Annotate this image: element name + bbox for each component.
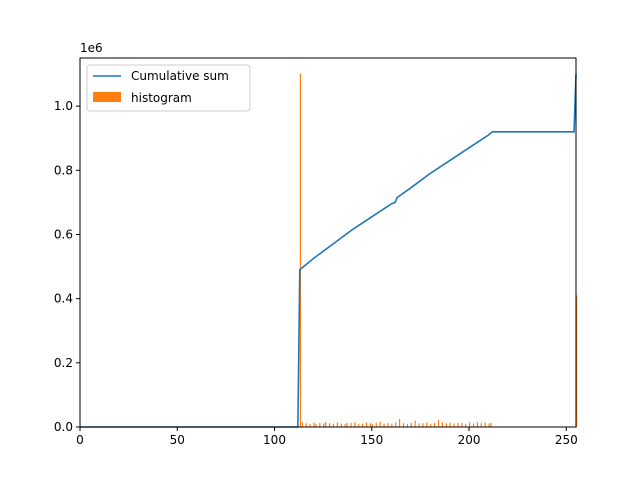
histogram-bar [476, 421, 478, 427]
x-tick-label: 150 [360, 433, 383, 447]
histogram-bar [441, 422, 443, 427]
histogram-bar [387, 423, 389, 427]
histogram-bar [430, 423, 432, 427]
y-tick-label: 0.8 [54, 163, 73, 177]
histogram-bar [371, 424, 373, 427]
histogram-bar [325, 421, 327, 427]
histogram-bar [379, 421, 381, 427]
histogram-bar [469, 422, 471, 427]
histogram-bar [319, 422, 321, 427]
x-tick-label: 50 [170, 433, 185, 447]
histogram-bar [395, 422, 397, 427]
histogram-bar [488, 423, 490, 427]
legend-box [86, 64, 251, 112]
histogram-bars [299, 74, 578, 427]
histogram-bar [434, 422, 436, 427]
x-tick-label: 0 [76, 433, 84, 447]
legend-bar-swatch [93, 92, 121, 102]
histogram-bar [313, 422, 315, 427]
histogram-bar [449, 422, 451, 427]
histogram-bar [365, 422, 368, 427]
histogram-bar [480, 423, 482, 427]
y-tick-label: 0.0 [54, 420, 73, 434]
histogram-bar [344, 424, 346, 427]
histogram-bar [414, 420, 416, 427]
histogram-bar [426, 422, 428, 427]
histogram-bar [453, 423, 455, 427]
histogram-bar [576, 295, 578, 427]
x-tick-label: 250 [555, 433, 578, 447]
histogram-bar [437, 419, 440, 427]
legend-label-histogram: histogram [131, 91, 192, 105]
legend: Cumulative sum histogram [86, 64, 251, 112]
histogram-bar [309, 423, 311, 427]
histogram-bar [402, 423, 405, 427]
histogram-bar [350, 423, 352, 427]
x-axis-ticks: 0 50 100 150 200 250 [76, 427, 578, 447]
histogram-bar [299, 74, 301, 427]
cumulative-sum-line [80, 74, 577, 428]
y-tick-label: 0.6 [54, 227, 73, 241]
histogram-bar [323, 423, 325, 427]
histogram-bar [301, 422, 303, 427]
histogram-bar [465, 423, 467, 427]
y-tick-label: 1.0 [54, 99, 73, 113]
histogram-bar [472, 423, 475, 427]
histogram-bar [383, 423, 385, 427]
axes-frame [79, 57, 577, 428]
histogram-bar [484, 422, 486, 427]
histogram-bar [418, 423, 420, 427]
histogram-bar [328, 423, 331, 427]
y-tick-label: 0.4 [54, 292, 73, 306]
x-tick-label: 200 [458, 433, 481, 447]
histogram-bar [410, 422, 412, 427]
legend-label-cumulative-sum: Cumulative sum [131, 69, 229, 83]
histogram-bar [362, 423, 364, 427]
histogram-bar [354, 422, 356, 427]
cumulative-sum-series [80, 74, 577, 428]
histogram-bar [445, 423, 447, 427]
histogram-bar [375, 422, 377, 427]
histogram-bar [336, 422, 338, 427]
y-axis-offset-label: 1e6 [80, 41, 103, 55]
histogram-bar [346, 422, 348, 427]
histogram-bar [305, 423, 307, 427]
histogram-bar [332, 423, 335, 427]
histogram-bar [369, 423, 372, 427]
y-tick-label: 0.2 [54, 356, 73, 370]
y-axis-ticks: 0.0 0.2 0.4 0.6 0.8 1.0 [54, 99, 80, 434]
histogram-bar [406, 423, 408, 427]
x-tick-label: 100 [263, 433, 286, 447]
histogram-bar [315, 424, 317, 427]
histogram-bar [358, 423, 360, 427]
histogram-bar [490, 422, 492, 427]
histogram-bar [399, 418, 401, 427]
histogram-bar [457, 422, 459, 427]
histogram-bar [340, 423, 342, 427]
histogram-bar [422, 423, 424, 427]
histogram-bar [391, 423, 393, 427]
histogram-bar [461, 423, 463, 427]
